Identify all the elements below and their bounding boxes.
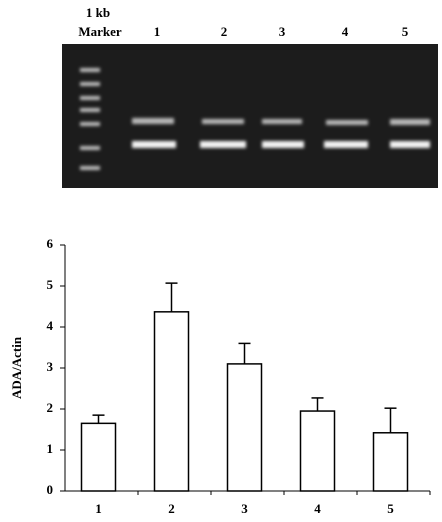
lane-label: 5 <box>402 24 409 39</box>
y-tick-label: 2 <box>47 400 54 415</box>
marker-label: 1 kb <box>86 5 110 20</box>
bar <box>80 422 117 492</box>
x-tick-label: 5 <box>387 501 394 516</box>
y-axis-label: ADA/Actin <box>9 336 24 399</box>
bar <box>226 363 263 492</box>
y-tick-label: 3 <box>47 359 54 374</box>
x-tick-label: 2 <box>168 501 175 516</box>
bar <box>153 311 190 492</box>
y-tick-label: 6 <box>47 236 54 251</box>
lane-label: 2 <box>221 24 228 39</box>
lane-label: 4 <box>342 24 349 39</box>
x-tick-label: 1 <box>95 501 102 516</box>
x-tick-label: 4 <box>314 501 321 516</box>
lane-label: 1 <box>154 24 161 39</box>
y-tick-label: 0 <box>47 482 54 497</box>
bar <box>372 432 409 492</box>
lane-label: 3 <box>279 24 286 39</box>
y-tick-label: 1 <box>47 441 54 456</box>
x-tick-label: 3 <box>241 501 248 516</box>
bar <box>299 410 336 492</box>
gel-image <box>62 44 438 188</box>
y-tick-label: 5 <box>47 277 54 292</box>
marker-label: Marker <box>78 24 122 39</box>
y-tick-label: 4 <box>47 318 54 333</box>
